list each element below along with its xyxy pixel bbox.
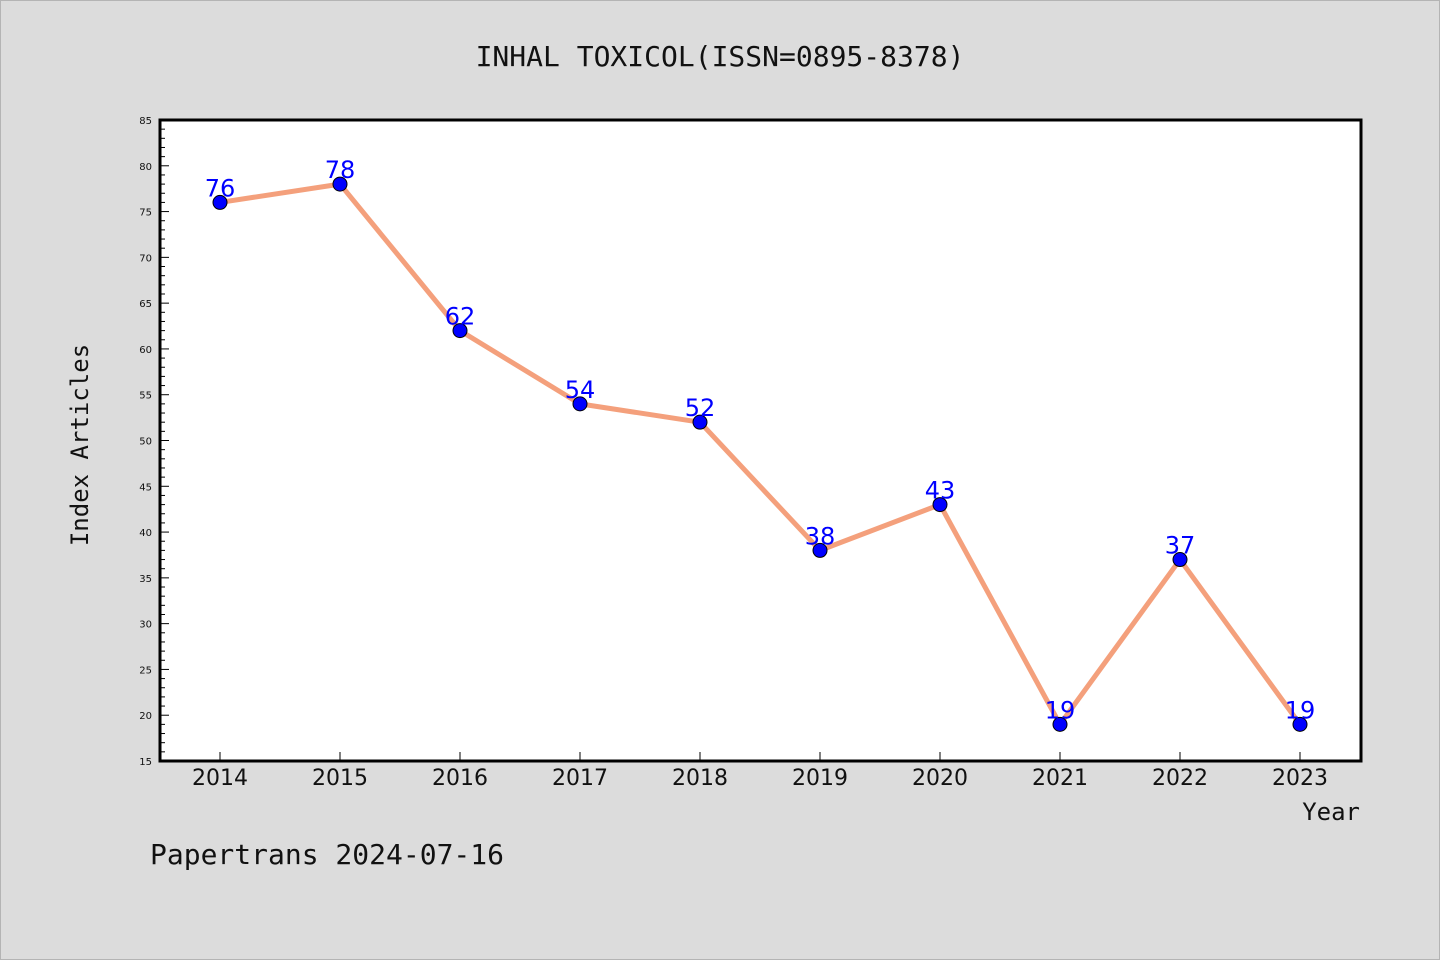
data-label: 54 bbox=[565, 376, 596, 404]
plot-area bbox=[158, 118, 1363, 763]
data-label: 78 bbox=[325, 156, 356, 184]
y-tick-label: 45 bbox=[139, 482, 152, 493]
y-tick-label: 75 bbox=[139, 208, 152, 219]
footer-text: Papertrans 2024-07-16 bbox=[150, 838, 504, 871]
x-tick-label: 2018 bbox=[672, 766, 728, 791]
data-markers bbox=[212, 176, 1308, 732]
data-label: 19 bbox=[1285, 696, 1316, 724]
x-tick-label: 2019 bbox=[792, 766, 848, 791]
y-tick-label: 30 bbox=[139, 620, 152, 631]
data-point bbox=[692, 414, 708, 430]
y-tick-label: 15 bbox=[139, 757, 152, 768]
data-point bbox=[212, 194, 228, 210]
data-labels: 76 78 62 54 52 38 43 19 37 19 bbox=[205, 156, 1316, 724]
data-label: 19 bbox=[1045, 696, 1076, 724]
y-tick-label: 35 bbox=[139, 574, 152, 585]
data-point bbox=[1052, 716, 1068, 732]
data-label: 38 bbox=[805, 522, 836, 550]
y-tick-label: 60 bbox=[139, 345, 152, 356]
data-label: 43 bbox=[925, 477, 956, 505]
y-tick-label: 20 bbox=[139, 711, 152, 722]
data-label: 52 bbox=[685, 394, 716, 422]
data-label: 37 bbox=[1165, 532, 1196, 560]
data-point bbox=[812, 542, 828, 558]
x-tick-label: 2015 bbox=[312, 766, 368, 791]
y-tick-label: 40 bbox=[139, 528, 152, 539]
y-tick-label: 70 bbox=[139, 253, 152, 264]
y-tick-label: 25 bbox=[139, 665, 152, 676]
y-tick-label: 65 bbox=[139, 299, 152, 310]
x-tick-label: 2020 bbox=[912, 766, 968, 791]
x-axis: 2014 2015 2016 2017 2018 2019 2020 2021 2022 2023 bbox=[192, 752, 1328, 791]
x-tick-label: 2016 bbox=[432, 766, 488, 791]
data-point bbox=[332, 176, 348, 192]
chart-title: INHAL TOXICOL(ISSN=0895-8378) bbox=[476, 40, 965, 73]
x-tick-label: 2014 bbox=[192, 766, 248, 791]
y-tick-label: 80 bbox=[139, 162, 152, 173]
data-point bbox=[572, 396, 588, 412]
data-point bbox=[1172, 552, 1188, 568]
y-tick-label: 50 bbox=[139, 437, 152, 448]
data-point bbox=[452, 323, 468, 339]
series-line bbox=[219, 181, 1303, 727]
x-axis-label: Year bbox=[1302, 798, 1360, 826]
data-label: 62 bbox=[445, 303, 476, 331]
y-tick-label: 85 bbox=[139, 116, 152, 127]
data-label: 76 bbox=[205, 174, 236, 202]
x-tick-label: 2017 bbox=[552, 766, 608, 791]
y-axis: 15 20 25 30 35 40 45 50 55 60 65 70 75 80 85 bbox=[139, 116, 169, 768]
data-point bbox=[932, 497, 948, 513]
x-tick-label: 2023 bbox=[1272, 766, 1328, 791]
y-tick-label: 55 bbox=[139, 391, 152, 402]
y-axis-label: Index Articles bbox=[66, 344, 94, 546]
data-point bbox=[1292, 716, 1308, 732]
x-tick-label: 2021 bbox=[1032, 766, 1088, 791]
x-tick-label: 2022 bbox=[1152, 766, 1208, 791]
